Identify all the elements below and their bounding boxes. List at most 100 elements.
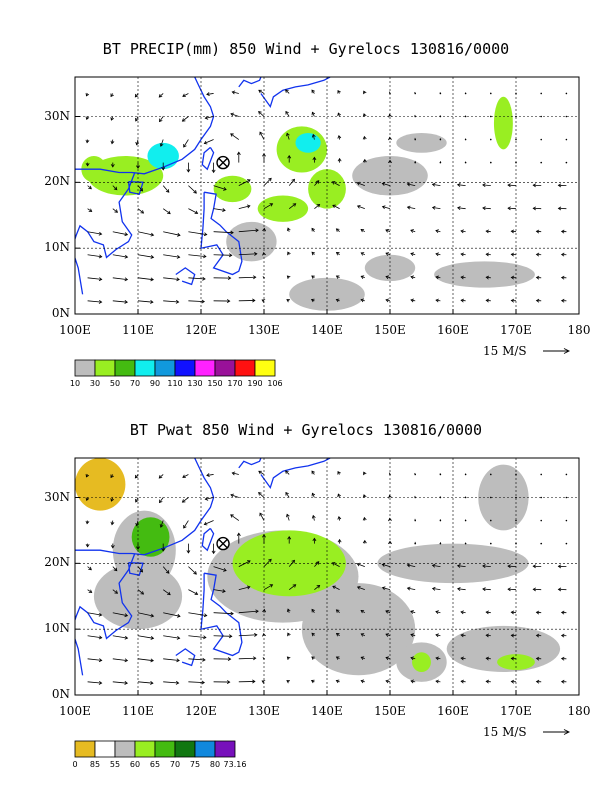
wind-vector-head xyxy=(258,470,262,475)
wind-vector-head xyxy=(460,610,464,615)
wind-vector-head xyxy=(560,656,565,661)
wind-vector xyxy=(508,588,517,591)
wind-vector-head xyxy=(124,635,129,640)
wind-vector xyxy=(238,657,256,660)
wind-vector-head xyxy=(385,633,390,637)
wind-vector-head xyxy=(88,566,92,571)
wind-vector-head xyxy=(316,203,321,208)
wind-vector xyxy=(263,584,273,591)
wind-vector xyxy=(486,657,491,660)
wind-vector-head xyxy=(176,277,180,282)
wind-vector-head xyxy=(460,298,465,303)
wind-vector xyxy=(410,229,416,233)
reference-vector-arrowhead xyxy=(563,348,571,354)
wind-vector xyxy=(163,681,179,684)
wind-vector-head xyxy=(231,471,236,476)
wind-vector-head xyxy=(331,181,336,185)
wind-vector-head xyxy=(268,177,272,182)
coastline xyxy=(200,191,243,276)
wind-vector-head xyxy=(159,524,164,528)
wind-vector xyxy=(461,299,466,302)
wind-vector-head xyxy=(362,135,367,140)
wind-vector xyxy=(112,254,128,258)
wind-vector xyxy=(163,300,179,303)
wind-vector xyxy=(87,208,92,212)
wind-vector-head xyxy=(312,537,317,542)
wind-vector xyxy=(182,497,189,503)
wind-vector xyxy=(460,611,466,614)
wind-vector-head xyxy=(110,164,115,168)
wind-vector xyxy=(163,231,181,236)
wind-vector xyxy=(461,253,466,256)
wind-vector-head xyxy=(360,298,365,303)
wind-vector-head xyxy=(388,517,392,522)
wind-vector-head xyxy=(457,206,461,210)
wind-vector-head xyxy=(362,113,367,117)
wind-vector-head xyxy=(124,658,129,663)
wind-vector-head xyxy=(252,275,257,280)
wind-vector-head xyxy=(431,563,436,568)
wind-vector-head xyxy=(460,656,465,661)
wind-vector-head xyxy=(88,589,93,593)
wind-vector xyxy=(482,588,491,591)
wind-vector xyxy=(137,254,154,258)
wind-vector-calm xyxy=(389,92,391,95)
wind-vector-head xyxy=(535,252,540,257)
wind-vector xyxy=(288,179,295,186)
wind-vector xyxy=(162,589,171,596)
wind-vector-head xyxy=(435,679,439,684)
wind-vector-calm xyxy=(540,542,542,545)
wind-vector xyxy=(314,561,320,567)
colorbar-swatch xyxy=(174,740,196,758)
wind-vector-head xyxy=(186,550,191,554)
wind-vector xyxy=(486,276,491,279)
wind-vector-head xyxy=(311,275,315,279)
wind-vector xyxy=(188,566,197,575)
wind-vector xyxy=(204,139,214,144)
wind-vector xyxy=(112,185,118,190)
wind-vector-head xyxy=(431,182,436,187)
wind-vector-head xyxy=(135,522,140,527)
wind-vector xyxy=(213,635,232,637)
wind-vector xyxy=(159,116,164,122)
wind-vector xyxy=(259,512,265,521)
wind-vector-head xyxy=(560,679,565,684)
wind-vector-calm xyxy=(490,473,492,476)
wind-vector-calm xyxy=(540,519,542,522)
wind-vector-head xyxy=(435,610,439,615)
wind-vector xyxy=(188,254,206,257)
colorbar-swatch xyxy=(94,740,116,758)
wind-vector-calm xyxy=(414,92,417,95)
wind-vector-head xyxy=(311,514,316,519)
wind-vector-head xyxy=(254,632,258,637)
wind-vector-head xyxy=(311,470,315,475)
wind-vector-head xyxy=(136,546,140,550)
x-tick-label: 160E xyxy=(437,704,469,718)
wind-vector xyxy=(137,612,154,617)
wind-vector xyxy=(263,558,272,567)
precip-map-panel: 100E 110E 120E 130E 140E 150E 160E 170E 180 15 M/… xyxy=(59,76,590,388)
wind-vector xyxy=(312,112,315,117)
wind-vector-head xyxy=(410,298,414,303)
wind-vector-calm xyxy=(515,92,517,95)
wind-vector-head xyxy=(311,656,315,660)
y-tick-label: 20N xyxy=(44,555,70,570)
wind-vector xyxy=(508,184,517,187)
x-tick-label: 150E xyxy=(374,704,406,718)
wind-vector-head xyxy=(246,204,251,209)
wind-vector-head xyxy=(161,167,166,171)
wind-vector-calm xyxy=(565,519,568,522)
wind-vector-head xyxy=(337,135,342,139)
wind-vector-head xyxy=(362,90,367,95)
wind-vector xyxy=(137,566,143,573)
wind-vector-head xyxy=(206,473,210,478)
wind-vector-head xyxy=(223,187,227,191)
wind-vector xyxy=(314,204,320,209)
wind-vector-calm xyxy=(540,496,542,499)
x-tick-label: 100E xyxy=(59,704,91,718)
wind-vector xyxy=(112,566,118,571)
wind-vector-head xyxy=(110,545,115,549)
wind-vector-head xyxy=(485,275,490,280)
shaded-region xyxy=(257,195,309,222)
wind-vector-head xyxy=(315,180,320,184)
